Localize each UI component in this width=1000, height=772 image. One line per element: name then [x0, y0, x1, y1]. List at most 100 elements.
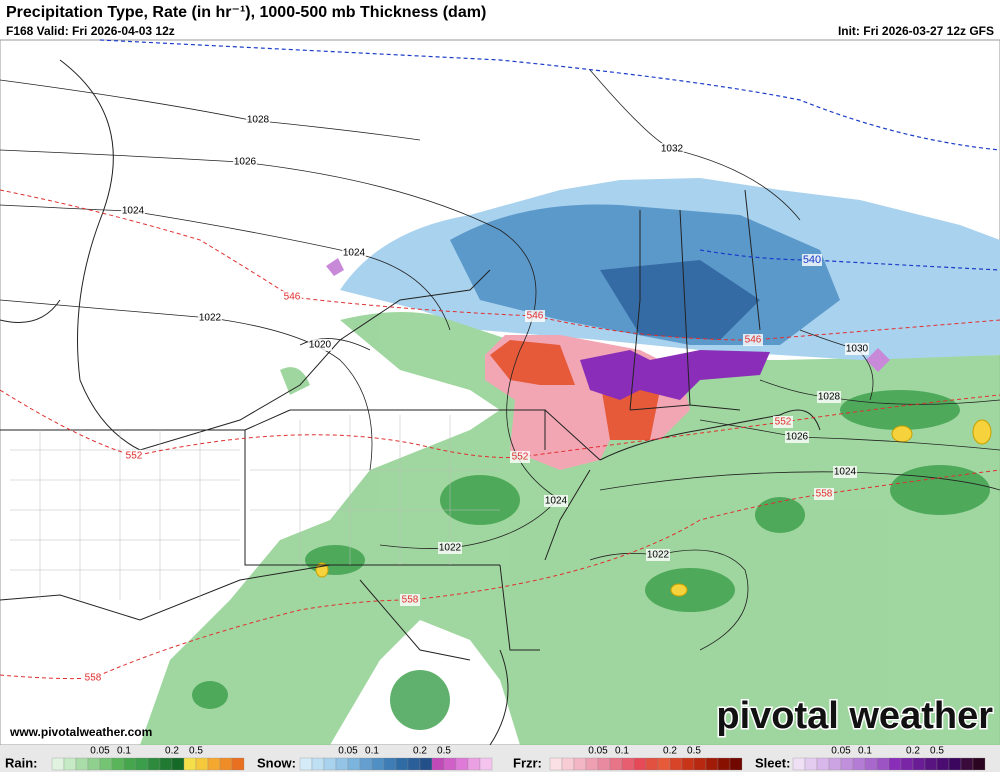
thickness-label: 546	[527, 311, 544, 322]
legend-name: Rain:	[5, 755, 38, 770]
legend-tick: 0.1	[858, 746, 872, 757]
label-bg	[198, 312, 222, 324]
legend-swatch	[633, 757, 647, 771]
legend-swatch	[467, 757, 481, 771]
legend-tick: 0.05	[588, 746, 608, 757]
legend-swatch	[585, 757, 599, 771]
legend-swatch	[900, 757, 914, 771]
legend-swatch	[693, 757, 707, 771]
legend-swatch	[183, 757, 197, 771]
thickness-label: 558	[402, 595, 419, 606]
label-bg	[773, 416, 793, 428]
legend-tick: 0.05	[831, 746, 851, 757]
legend-swatch	[573, 757, 587, 771]
legend-swatch	[311, 757, 325, 771]
label-bg	[802, 254, 822, 266]
legend-swatch	[549, 757, 563, 771]
legend-swatch	[876, 757, 890, 771]
legend-swatch	[840, 757, 854, 771]
legend-swatch	[609, 757, 623, 771]
contour-labels: 1028 1026 1024 1024 1022 1020 1032 1030 1028 1026…	[83, 114, 869, 684]
legend-swatch	[657, 757, 671, 771]
label-bg	[743, 334, 763, 346]
legend-swatch	[347, 757, 361, 771]
thickness-label: 546	[284, 292, 301, 303]
label-bg	[660, 143, 684, 155]
legend-tick: 0.05	[338, 746, 358, 757]
pressure-label: 1028	[818, 392, 841, 403]
legend-swatch	[729, 757, 743, 771]
legend-tick: 0.2	[413, 746, 427, 757]
pressure-label: 1030	[846, 344, 869, 355]
label-bg	[510, 451, 530, 463]
legend-swatch	[597, 757, 611, 771]
legend-swatch	[75, 757, 89, 771]
pressure-label: 1032	[661, 144, 684, 155]
rain-intense	[315, 419, 992, 597]
legend-swatch	[195, 757, 209, 771]
label-bg	[342, 247, 366, 259]
label-bg	[308, 339, 332, 351]
legend-swatch	[407, 757, 421, 771]
pressure-label: 1024	[343, 248, 366, 259]
map: 1028 1026 1024 1024 1022 1020 1032 1030 1028 1026…	[0, 39, 1000, 746]
legend-swatch	[111, 757, 125, 771]
legend-swatch	[645, 757, 659, 771]
legend-swatch	[924, 757, 938, 771]
label-bg	[845, 343, 869, 355]
pressure-label: 1022	[199, 313, 222, 324]
legend-swatch	[371, 757, 385, 771]
legend-swatch	[99, 757, 113, 771]
label-bg	[438, 542, 462, 554]
valid-time: F168 Valid: Fri 2026-04-03 12z	[6, 24, 175, 38]
pressure-label: 1020	[309, 340, 332, 351]
legend-swatch	[960, 757, 974, 771]
label-bg	[785, 431, 809, 443]
title: Precipitation Type, Rate (in hr⁻¹), 1000…	[6, 4, 486, 21]
legend-swatch	[669, 757, 683, 771]
legend-swatch	[912, 757, 926, 771]
label-bg	[646, 549, 670, 561]
legend-swatch	[135, 757, 149, 771]
legend-swatch	[864, 757, 878, 771]
legend-swatch	[455, 757, 469, 771]
label-bg	[83, 672, 103, 684]
label-bg	[544, 495, 568, 507]
legend-swatch	[852, 757, 866, 771]
legend-swatch	[171, 757, 185, 771]
legend-swatch	[383, 757, 397, 771]
legend-swatch	[561, 757, 575, 771]
pressure-label: 1028	[247, 115, 270, 126]
legend-swatch	[323, 757, 337, 771]
legend-swatch	[87, 757, 101, 771]
legend-tick: 0.1	[615, 746, 629, 757]
thickness-label: 552	[775, 417, 792, 428]
label-bg	[833, 466, 857, 478]
label-bg	[124, 450, 144, 462]
legend-swatch	[335, 757, 349, 771]
legend-tick: 0.1	[365, 746, 379, 757]
pressure-label: 1024	[122, 206, 145, 217]
legend-swatch	[792, 757, 806, 771]
label-bg	[246, 114, 270, 126]
rain-heavy	[192, 390, 990, 730]
legend-swatch	[936, 757, 950, 771]
label-bg	[525, 310, 545, 322]
legend-swatch	[147, 757, 161, 771]
legend-name: Snow:	[257, 755, 296, 770]
legend-tick: 0.2	[165, 746, 179, 757]
legend-swatch	[299, 757, 313, 771]
frzr-heavy	[490, 340, 660, 440]
legend-swatch	[479, 757, 493, 771]
pressure-label: 1022	[439, 543, 462, 554]
legend-swatch	[219, 757, 233, 771]
label-bg	[121, 205, 145, 217]
legend-swatch	[828, 757, 842, 771]
legend-swatch	[159, 757, 173, 771]
legend-tick: 0.2	[906, 746, 920, 757]
thickness-label: 546	[745, 335, 762, 346]
legend-tick: 0.05	[90, 746, 110, 757]
legend-tick: 0.5	[189, 746, 203, 757]
legend-swatch	[123, 757, 137, 771]
